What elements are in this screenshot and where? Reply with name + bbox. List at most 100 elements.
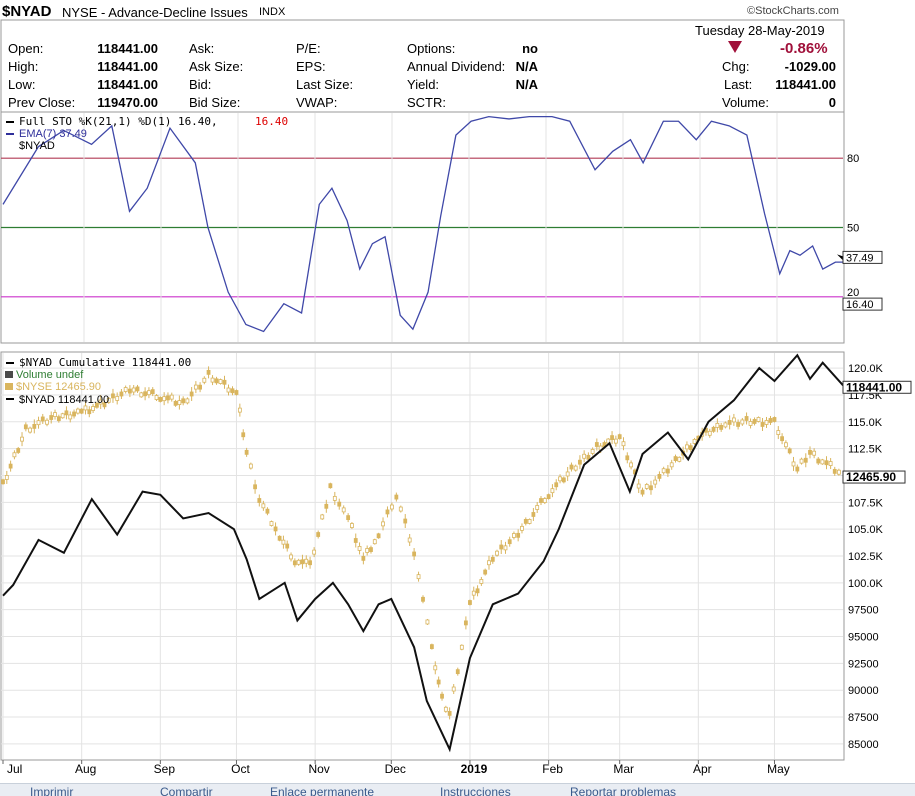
- price-candle: [760, 422, 765, 427]
- y-tick-label: 97500: [848, 605, 879, 617]
- instructions-link[interactable]: Instrucciones: [440, 785, 511, 796]
- price-candle: [516, 532, 521, 538]
- brand-text: StockCharts.com: [755, 5, 839, 17]
- ema-legend-label: EMA(7) 37.49: [19, 128, 87, 140]
- report-problem-link[interactable]: Reportar problemas: [570, 785, 677, 796]
- quote-label: Low:: [8, 77, 36, 92]
- share-link[interactable]: Compartir: [160, 785, 213, 796]
- price-candle: [127, 388, 132, 394]
- price-candle: [365, 548, 370, 553]
- price-candle: [503, 545, 508, 551]
- price-candle: [177, 400, 182, 405]
- nyad-last-label-box: [842, 380, 912, 394]
- price-candle: [1, 479, 5, 485]
- price-candle: [304, 558, 309, 564]
- price-candle: [169, 394, 174, 400]
- price-candle: [617, 434, 622, 440]
- y-tick-label: 120.0K: [848, 363, 884, 375]
- price-candle: [94, 402, 99, 408]
- price-candle: [385, 509, 390, 515]
- price-candle: [273, 526, 278, 532]
- quote-value: 118441.00: [97, 41, 158, 56]
- price-candle: [4, 475, 9, 480]
- price-candle: [407, 537, 412, 543]
- price-candle: [241, 432, 246, 438]
- price-candle: [40, 416, 45, 422]
- footer-toolbar: Imprimir Compartir Enlace permanente Ins…: [0, 783, 915, 796]
- option-label: Annual Dividend:: [407, 59, 506, 74]
- price-candle: [147, 390, 151, 396]
- price-candle: [218, 379, 223, 384]
- price-candle: [554, 482, 559, 488]
- price-candle: [324, 503, 329, 509]
- price-candle: [277, 535, 282, 541]
- price-candle: [421, 596, 425, 602]
- quote-value: 118441.00: [97, 59, 158, 74]
- price-candle: [629, 462, 633, 468]
- price-candle: [463, 620, 468, 626]
- price-candle: [692, 439, 697, 444]
- price-candle: [248, 463, 253, 469]
- x-tick-label: Oct: [231, 762, 250, 776]
- price-candle: [332, 496, 337, 501]
- price-candle: [289, 554, 293, 560]
- price-candle: [653, 479, 658, 485]
- print-link[interactable]: Imprimir: [30, 785, 74, 796]
- x-tick-label: Nov: [308, 762, 329, 776]
- price-candle: [79, 408, 84, 414]
- sto-legend-red-value: 16.40: [255, 115, 288, 128]
- price-candle: [512, 533, 516, 538]
- price-candle: [784, 442, 788, 448]
- price-candle: [398, 506, 403, 512]
- price-candle: [542, 498, 547, 503]
- price-candle: [688, 445, 693, 451]
- candle-icon: [5, 383, 13, 390]
- price-candle: [808, 449, 812, 455]
- price-candle: [361, 555, 366, 561]
- price-candle: [816, 458, 821, 464]
- permalink-link[interactable]: Enlace permanente: [270, 785, 375, 796]
- price-candle: [106, 397, 111, 403]
- price-candle: [198, 384, 202, 390]
- symbol-description: NYSE - Advance-Decline Issues: [62, 5, 248, 20]
- price-candle: [527, 519, 532, 524]
- price-candle: [546, 494, 551, 499]
- price-candle: [459, 644, 464, 650]
- y-tick-label: 102.5K: [848, 551, 884, 563]
- price-candle: [550, 488, 555, 494]
- price-candle: [111, 393, 115, 399]
- price-candle: [376, 533, 381, 539]
- price-candle: [36, 420, 41, 426]
- quote-label: High:: [8, 59, 39, 74]
- volume-icon: [5, 371, 13, 378]
- price-candle: [56, 416, 61, 422]
- price-candle: [337, 501, 342, 507]
- price-candle: [72, 411, 76, 417]
- price-candle: [143, 391, 148, 397]
- price-candle: [727, 420, 732, 425]
- y-tick-label: 107.5K: [848, 497, 884, 509]
- price-candle: [776, 430, 781, 435]
- price-candle: [181, 398, 186, 404]
- y-tick-label: 112.5K: [848, 444, 883, 456]
- price-candle: [222, 379, 227, 385]
- price-candle: [471, 590, 476, 596]
- price-candle: [412, 551, 417, 557]
- price-candle: [102, 402, 107, 408]
- x-tick-label: Apr: [693, 762, 712, 776]
- price-candle: [723, 422, 728, 428]
- brand-logo: ©StockCharts.com: [747, 5, 839, 17]
- x-tick-label: May: [767, 762, 790, 776]
- price-candle: [487, 560, 491, 566]
- price-candle: [312, 549, 317, 555]
- price-candle: [49, 415, 54, 420]
- price-candle: [820, 459, 825, 465]
- sto-last-label: 16.40: [846, 299, 874, 311]
- price-candle: [328, 483, 333, 489]
- price-candle: [32, 423, 37, 429]
- price-candle: [447, 710, 452, 716]
- nyse-legend-label: $NYSE 12465.90: [16, 381, 101, 393]
- option-label: Yield:: [407, 77, 440, 92]
- quote-value: 119470.00: [97, 95, 158, 110]
- sto-last-label-box: [842, 297, 883, 311]
